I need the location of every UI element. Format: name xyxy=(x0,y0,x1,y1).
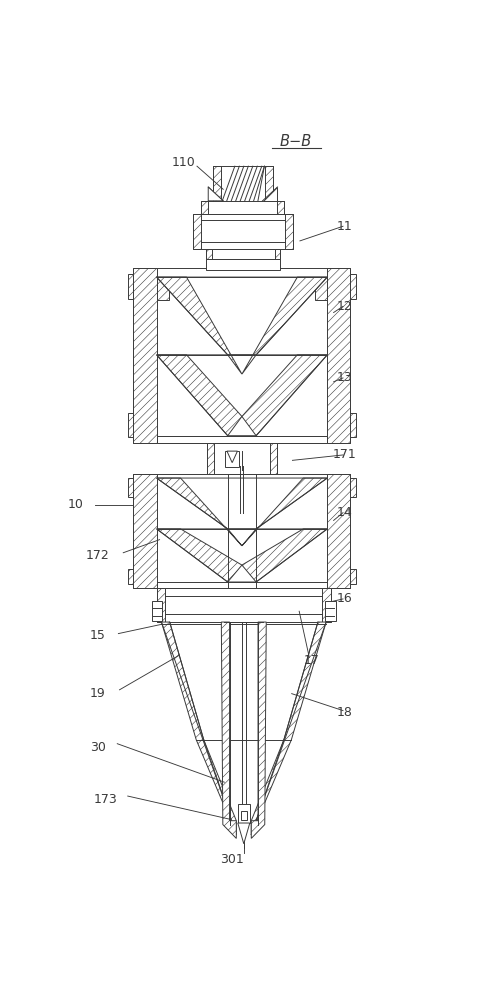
Bar xyxy=(201,201,284,214)
Polygon shape xyxy=(315,277,327,300)
Polygon shape xyxy=(285,214,293,249)
Bar xyxy=(206,249,281,259)
Polygon shape xyxy=(206,249,212,259)
Bar xyxy=(238,804,250,823)
Bar xyxy=(156,436,327,443)
Text: 14: 14 xyxy=(337,506,353,519)
Polygon shape xyxy=(251,622,326,835)
Text: 172: 172 xyxy=(86,549,110,562)
Bar xyxy=(325,601,336,620)
Polygon shape xyxy=(161,622,236,835)
Bar xyxy=(225,451,239,466)
Polygon shape xyxy=(128,569,133,584)
Text: 17: 17 xyxy=(303,654,319,667)
Polygon shape xyxy=(251,622,266,838)
Polygon shape xyxy=(128,274,133,299)
Polygon shape xyxy=(242,277,327,374)
Text: 171: 171 xyxy=(333,448,357,461)
Polygon shape xyxy=(351,274,356,299)
Polygon shape xyxy=(263,187,277,201)
Polygon shape xyxy=(242,529,327,582)
Polygon shape xyxy=(270,443,277,474)
Polygon shape xyxy=(208,187,223,201)
Polygon shape xyxy=(351,413,356,437)
Polygon shape xyxy=(351,569,356,584)
Polygon shape xyxy=(128,478,133,497)
Text: 16: 16 xyxy=(337,592,353,605)
Bar xyxy=(207,443,277,474)
Bar xyxy=(241,811,247,820)
Polygon shape xyxy=(201,201,208,214)
Bar xyxy=(152,601,162,620)
Polygon shape xyxy=(265,166,273,202)
Polygon shape xyxy=(157,588,165,622)
Polygon shape xyxy=(128,413,133,437)
Text: 15: 15 xyxy=(90,629,106,642)
Text: 30: 30 xyxy=(90,741,106,754)
Polygon shape xyxy=(238,823,250,844)
Polygon shape xyxy=(193,214,201,249)
Bar xyxy=(206,259,281,270)
Polygon shape xyxy=(156,277,242,374)
Bar xyxy=(213,166,273,202)
Bar xyxy=(193,214,293,249)
Polygon shape xyxy=(323,588,331,622)
Polygon shape xyxy=(156,277,169,300)
Polygon shape xyxy=(133,474,156,588)
Text: 173: 173 xyxy=(93,793,117,806)
Text: 11: 11 xyxy=(337,220,353,233)
Text: B−B: B−B xyxy=(280,134,313,149)
Polygon shape xyxy=(327,474,351,588)
Polygon shape xyxy=(133,268,156,443)
Bar xyxy=(133,268,351,443)
Polygon shape xyxy=(275,249,281,259)
Bar xyxy=(133,474,351,588)
Text: 301: 301 xyxy=(220,853,244,866)
Polygon shape xyxy=(242,478,327,546)
Text: 110: 110 xyxy=(172,156,196,169)
Polygon shape xyxy=(207,443,214,474)
Polygon shape xyxy=(351,478,356,497)
Polygon shape xyxy=(277,201,284,214)
Bar xyxy=(157,588,331,622)
Text: 19: 19 xyxy=(90,687,106,700)
Polygon shape xyxy=(221,622,236,838)
Polygon shape xyxy=(242,355,327,436)
Polygon shape xyxy=(227,451,238,463)
Text: 18: 18 xyxy=(337,706,353,719)
Polygon shape xyxy=(327,268,351,443)
Polygon shape xyxy=(213,166,221,202)
Polygon shape xyxy=(156,478,242,546)
Text: 13: 13 xyxy=(337,371,353,384)
Text: 10: 10 xyxy=(68,498,83,512)
Polygon shape xyxy=(156,355,242,436)
Polygon shape xyxy=(156,529,242,582)
Text: 12: 12 xyxy=(337,300,353,313)
